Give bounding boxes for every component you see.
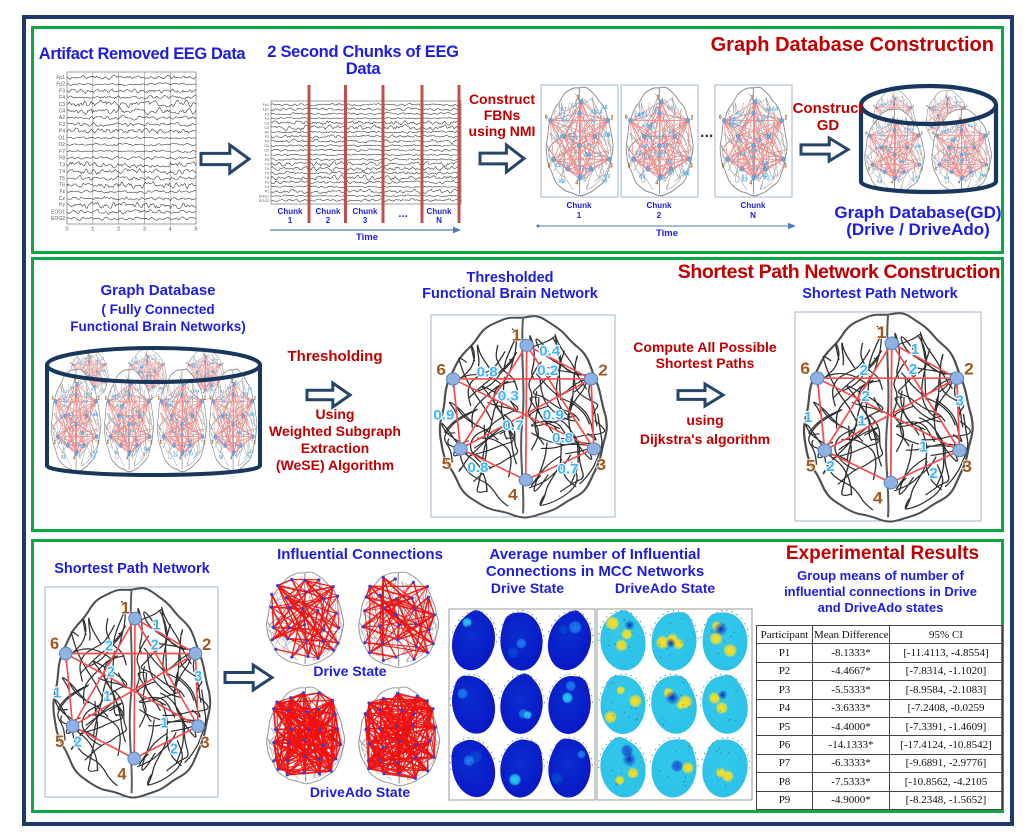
- svg-text:O2: O2: [58, 142, 65, 148]
- svg-text:EOG2: EOG2: [259, 199, 269, 203]
- svg-text:EOG2: EOG2: [51, 216, 65, 222]
- svg-text:2: 2: [929, 466, 938, 481]
- svg-text:2: 2: [598, 361, 608, 379]
- svg-text:Cz: Cz: [59, 196, 66, 202]
- svg-text:3: 3: [596, 456, 606, 474]
- svg-text:6: 6: [800, 359, 810, 377]
- svg-text:T4: T4: [59, 169, 65, 175]
- svg-text:2: 2: [74, 734, 82, 750]
- svg-text:Fp2: Fp2: [56, 82, 65, 88]
- svg-text:Fz: Fz: [59, 189, 65, 195]
- svg-text:5: 5: [55, 732, 64, 751]
- svg-text:1: 1: [121, 598, 130, 617]
- svg-text:0.8: 0.8: [467, 460, 488, 475]
- svg-text:A2: A2: [59, 115, 65, 121]
- svg-text:T5: T5: [265, 172, 269, 176]
- svg-text:0.8: 0.8: [552, 431, 573, 446]
- svg-text:Fz: Fz: [265, 181, 269, 185]
- svg-text:P4: P4: [265, 140, 269, 144]
- svg-text:Pz: Pz: [59, 203, 65, 209]
- svg-text:T5: T5: [59, 176, 65, 182]
- svg-text:O1: O1: [58, 135, 65, 141]
- svg-text:Fp2: Fp2: [263, 108, 269, 112]
- svg-text:3: 3: [143, 227, 146, 233]
- svg-text:2: 2: [964, 360, 974, 378]
- svg-text:4: 4: [169, 227, 172, 233]
- svg-text:Pz: Pz: [265, 190, 269, 194]
- svg-text:T6: T6: [59, 182, 65, 188]
- svg-text:...: ...: [700, 124, 713, 141]
- svg-text:EOG1: EOG1: [51, 209, 65, 215]
- svg-text:C4: C4: [59, 109, 66, 115]
- svg-text:2: 2: [151, 637, 159, 653]
- svg-text:O2: O2: [264, 149, 269, 153]
- svg-text:0.3: 0.3: [498, 389, 519, 404]
- svg-text:T4: T4: [265, 167, 269, 171]
- svg-text:4: 4: [873, 489, 883, 507]
- svg-text:A2: A2: [265, 130, 269, 134]
- svg-text:T3: T3: [265, 162, 269, 166]
- svg-text:0.9: 0.9: [543, 408, 564, 423]
- svg-text:2: 2: [107, 664, 115, 680]
- svg-text:1: 1: [919, 440, 928, 455]
- svg-text:6: 6: [436, 360, 446, 378]
- svg-text:5: 5: [806, 457, 816, 475]
- svg-text:T6: T6: [265, 176, 269, 180]
- svg-text:Fp1: Fp1: [263, 103, 269, 107]
- svg-text:0.2: 0.2: [537, 364, 558, 379]
- svg-text:6: 6: [50, 634, 59, 653]
- svg-text:F4: F4: [265, 117, 269, 121]
- svg-text:2: 2: [909, 363, 918, 378]
- svg-text:0.7: 0.7: [558, 462, 579, 477]
- svg-text:F7: F7: [265, 153, 269, 157]
- svg-text:0.7: 0.7: [502, 418, 523, 433]
- svg-text:1: 1: [91, 227, 94, 233]
- svg-text:F3: F3: [265, 135, 269, 139]
- svg-text:2: 2: [860, 363, 869, 378]
- svg-text:F3: F3: [265, 112, 269, 116]
- svg-text:P4: P4: [59, 129, 65, 135]
- svg-text:C3: C3: [59, 102, 66, 108]
- svg-text:F7: F7: [59, 149, 65, 155]
- svg-text:1: 1: [103, 689, 111, 705]
- svg-text:1: 1: [512, 326, 522, 344]
- svg-text:5: 5: [442, 455, 452, 473]
- svg-text:2: 2: [826, 459, 835, 474]
- svg-text:F8: F8: [59, 156, 65, 162]
- svg-text:3: 3: [194, 669, 202, 685]
- svg-text:0.4: 0.4: [539, 344, 560, 359]
- svg-text:C3: C3: [264, 121, 269, 125]
- svg-text:2: 2: [117, 227, 120, 233]
- svg-text:1: 1: [53, 685, 61, 701]
- svg-text:F8: F8: [265, 158, 269, 162]
- svg-text:T3: T3: [59, 162, 65, 168]
- svg-text:F4: F4: [59, 95, 65, 101]
- svg-text:2: 2: [202, 635, 211, 654]
- svg-text:5: 5: [194, 227, 197, 233]
- svg-text:0.9: 0.9: [433, 408, 454, 423]
- svg-text:F3: F3: [59, 122, 65, 128]
- svg-text:2: 2: [105, 638, 113, 654]
- svg-text:C4: C4: [264, 126, 269, 130]
- svg-text:3: 3: [962, 458, 972, 476]
- svg-text:Cz: Cz: [265, 185, 270, 189]
- svg-text:1: 1: [804, 410, 813, 425]
- svg-text:4: 4: [117, 764, 127, 783]
- svg-text:O1: O1: [264, 144, 269, 148]
- svg-text:1: 1: [877, 324, 887, 342]
- svg-text:1: 1: [153, 617, 161, 633]
- svg-text:2: 2: [170, 741, 178, 757]
- svg-text:1: 1: [160, 715, 168, 731]
- svg-text:1: 1: [911, 343, 920, 358]
- svg-text:EOG1: EOG1: [259, 194, 269, 198]
- svg-text:F3: F3: [59, 88, 65, 94]
- svg-text:0: 0: [65, 227, 68, 233]
- svg-text:3: 3: [200, 733, 209, 752]
- svg-text:Fp1: Fp1: [56, 75, 65, 81]
- svg-text:4: 4: [508, 486, 518, 504]
- svg-text:0.8: 0.8: [477, 365, 498, 380]
- svg-text:3: 3: [955, 394, 964, 409]
- svg-text:2: 2: [861, 390, 870, 405]
- svg-text:1: 1: [858, 414, 867, 429]
